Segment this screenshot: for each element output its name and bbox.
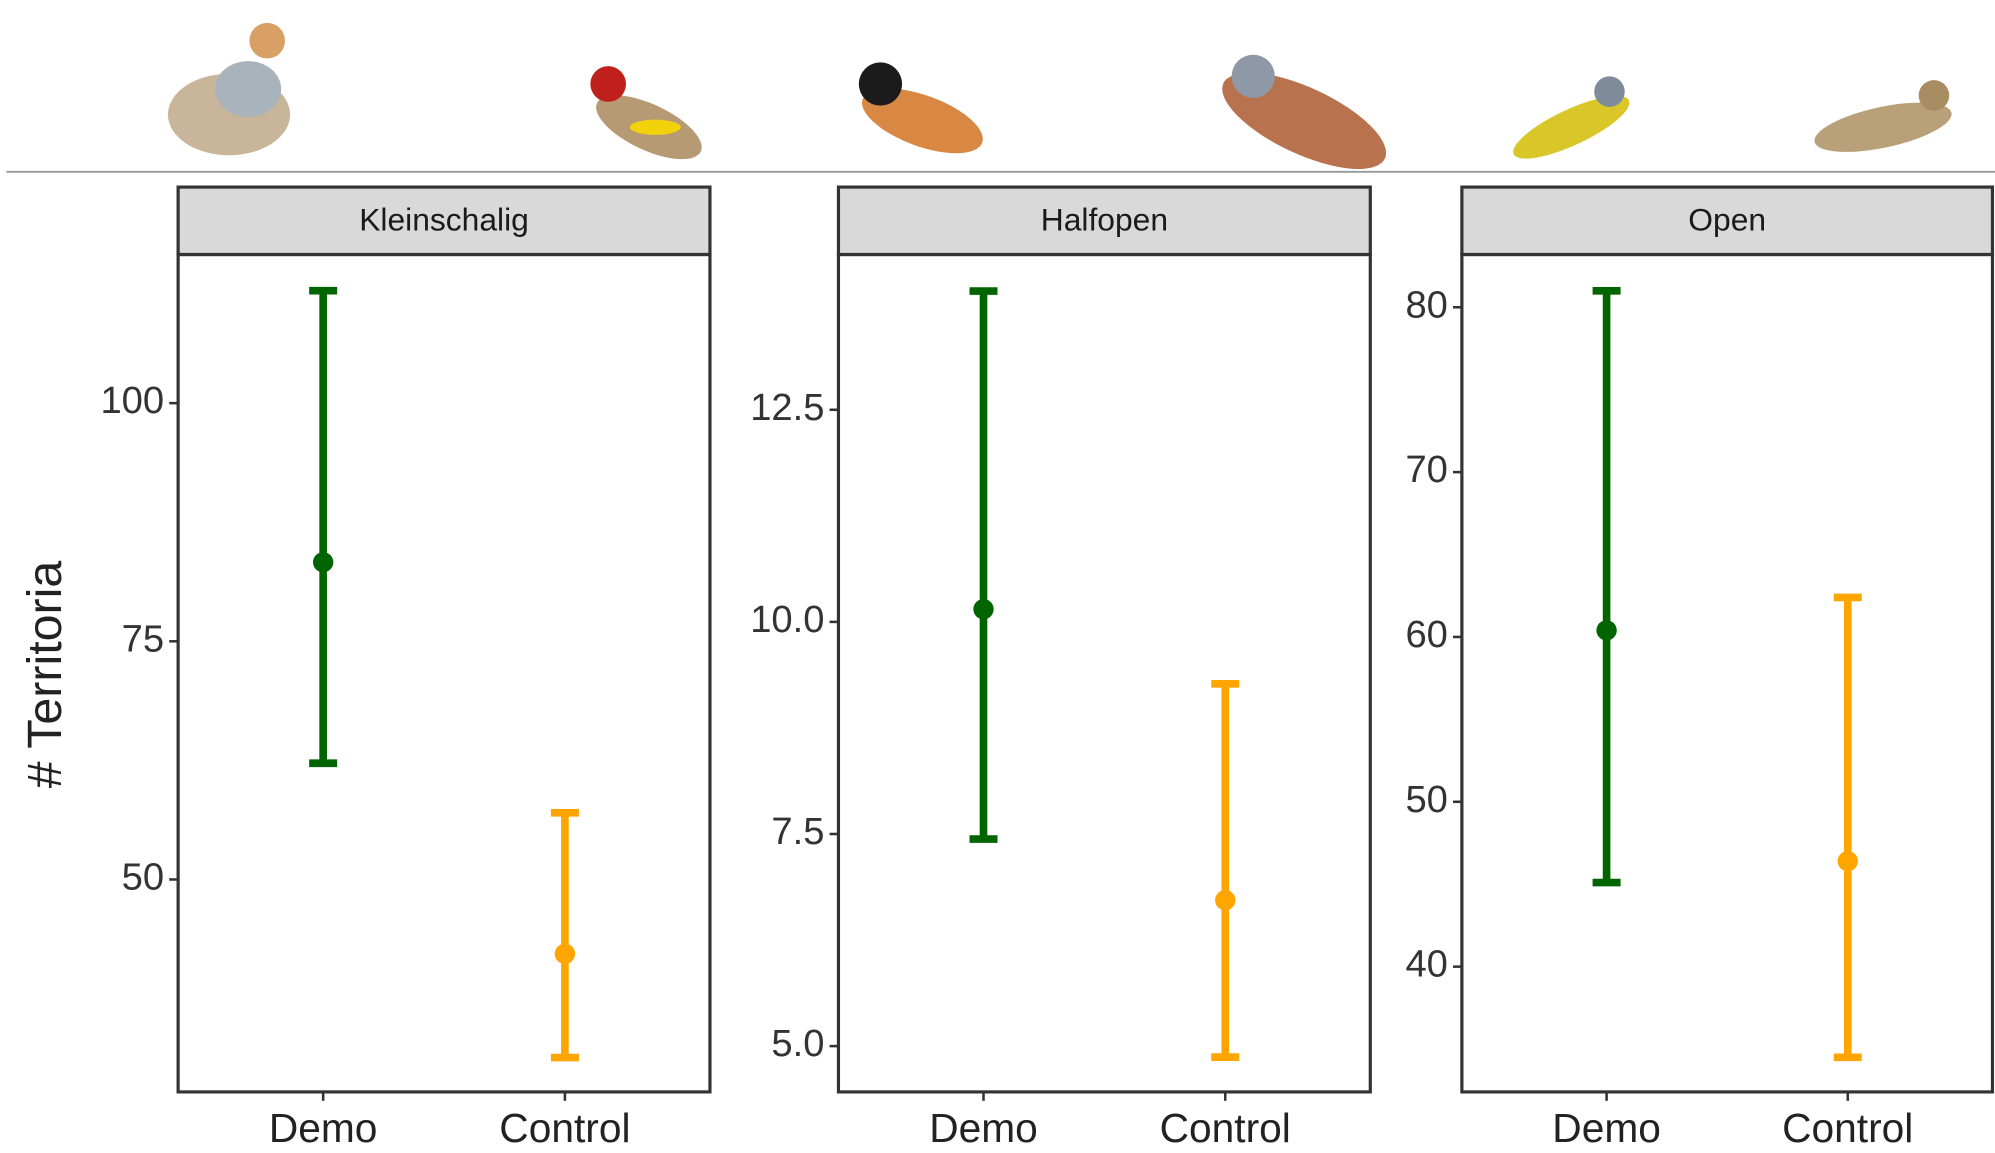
- y-tick-label: 12.5: [750, 386, 824, 429]
- point: [312, 552, 334, 573]
- y-tick-label: 50: [122, 856, 164, 899]
- bird-stonechat: [858, 62, 983, 154]
- bird-kestrel: [1222, 54, 1387, 170]
- y-axis-label: # Territoria: [18, 561, 72, 789]
- point: [1837, 850, 1858, 872]
- y-tick-label: 100: [100, 379, 164, 422]
- y-tick-label: 80: [1405, 283, 1447, 326]
- point: [1215, 889, 1236, 911]
- x-tick-label: Demo: [269, 1105, 378, 1151]
- y-tick-label: 5.0: [771, 1022, 824, 1065]
- bird-wagtail: [1513, 76, 1630, 159]
- y-tick-label: 7.5: [771, 810, 824, 853]
- panel: [176, 252, 712, 1094]
- bird-goldfinch: [590, 66, 702, 160]
- bird-partridge: [167, 22, 291, 156]
- y-tick-label: 75: [122, 617, 164, 660]
- strip-label: Halfopen: [1041, 201, 1168, 237]
- strip: [836, 185, 1372, 257]
- panel: [836, 252, 1372, 1094]
- x-tick-label: Control: [1782, 1105, 1913, 1151]
- bird-lark: [1814, 80, 1952, 152]
- strip: [1460, 185, 1995, 257]
- panel: [1460, 252, 1995, 1094]
- strip-label: Kleinschalig: [359, 201, 529, 237]
- bird-strip: [6, 22, 1995, 173]
- x-tick-label: Demo: [1552, 1105, 1661, 1151]
- y-tick-label: 40: [1405, 943, 1447, 986]
- y-tick-label: 10.0: [750, 598, 824, 641]
- y-tick-label: 60: [1405, 613, 1447, 656]
- point: [973, 598, 994, 620]
- y-tick-label: 50: [1405, 778, 1447, 821]
- point: [1596, 620, 1617, 641]
- y-tick-label: 70: [1405, 448, 1447, 491]
- point: [554, 943, 576, 964]
- x-tick-label: Demo: [929, 1105, 1038, 1151]
- strip: [176, 185, 712, 257]
- strip-label: Open: [1688, 201, 1766, 237]
- x-tick-label: Control: [499, 1105, 630, 1151]
- x-tick-label: Control: [1160, 1105, 1291, 1151]
